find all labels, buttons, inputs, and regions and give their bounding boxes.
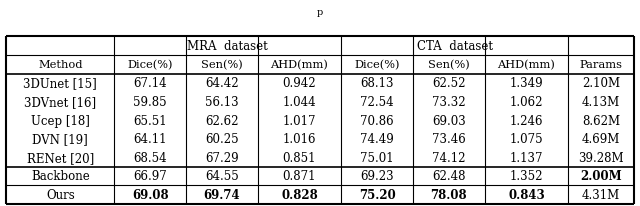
Text: 73.46: 73.46	[432, 133, 466, 145]
Text: RENet [20]: RENet [20]	[27, 151, 94, 164]
Text: CTA  dataset: CTA dataset	[417, 40, 493, 53]
Text: 4.13M: 4.13M	[582, 96, 620, 108]
Text: 69.74: 69.74	[204, 188, 240, 201]
Text: 39.28M: 39.28M	[578, 151, 624, 164]
Text: 75.20: 75.20	[358, 188, 396, 201]
Text: 67.14: 67.14	[133, 77, 167, 90]
Text: 70.86: 70.86	[360, 114, 394, 127]
Text: 1.246: 1.246	[509, 114, 543, 127]
Text: 1.062: 1.062	[509, 96, 543, 108]
Text: 0.828: 0.828	[281, 188, 318, 201]
Text: 2.10M: 2.10M	[582, 77, 620, 90]
Text: 69.23: 69.23	[360, 170, 394, 183]
Text: 0.871: 0.871	[283, 170, 316, 183]
Text: 1.016: 1.016	[283, 133, 316, 145]
Text: 3DVnet [16]: 3DVnet [16]	[24, 96, 97, 108]
Text: 1.075: 1.075	[509, 133, 543, 145]
Text: 64.55: 64.55	[205, 170, 239, 183]
Text: 74.49: 74.49	[360, 133, 394, 145]
Text: 78.08: 78.08	[431, 188, 467, 201]
Text: 59.85: 59.85	[133, 96, 167, 108]
Text: 8.62M: 8.62M	[582, 114, 620, 127]
Text: 74.12: 74.12	[432, 151, 465, 164]
Text: Params: Params	[579, 60, 622, 70]
Text: 65.51: 65.51	[133, 114, 167, 127]
Text: 1.352: 1.352	[509, 170, 543, 183]
Text: DVN [19]: DVN [19]	[33, 133, 88, 145]
Text: Dice(%): Dice(%)	[127, 60, 173, 70]
Text: 69.08: 69.08	[132, 188, 168, 201]
Text: 1.137: 1.137	[509, 151, 543, 164]
Text: 69.03: 69.03	[432, 114, 466, 127]
Text: 66.97: 66.97	[133, 170, 167, 183]
Text: Dice(%): Dice(%)	[355, 60, 400, 70]
Text: 1.017: 1.017	[283, 114, 316, 127]
Text: Backbone: Backbone	[31, 170, 90, 183]
Text: 1.044: 1.044	[283, 96, 316, 108]
Text: 60.25: 60.25	[205, 133, 239, 145]
Text: 2.00M: 2.00M	[580, 170, 621, 183]
Text: MRA  dataset: MRA dataset	[188, 40, 268, 53]
Text: 56.13: 56.13	[205, 96, 239, 108]
Text: 4.31M: 4.31M	[582, 188, 620, 201]
Text: 62.48: 62.48	[432, 170, 465, 183]
Text: Sen(%): Sen(%)	[201, 60, 243, 70]
Text: 73.32: 73.32	[432, 96, 465, 108]
Text: 68.13: 68.13	[360, 77, 394, 90]
Text: AHD(mm): AHD(mm)	[497, 60, 556, 70]
Text: Sen(%): Sen(%)	[428, 60, 470, 70]
Text: 1.349: 1.349	[509, 77, 543, 90]
Text: 75.01: 75.01	[360, 151, 394, 164]
Text: 72.54: 72.54	[360, 96, 394, 108]
Text: AHD(mm): AHD(mm)	[271, 60, 328, 70]
Text: Ucep [18]: Ucep [18]	[31, 114, 90, 127]
Text: 3DUnet [15]: 3DUnet [15]	[24, 77, 97, 90]
Text: 67.29: 67.29	[205, 151, 239, 164]
Text: 0.851: 0.851	[283, 151, 316, 164]
Text: Ours: Ours	[46, 188, 75, 201]
Text: 64.42: 64.42	[205, 77, 239, 90]
Text: 0.843: 0.843	[508, 188, 545, 201]
Text: 62.52: 62.52	[432, 77, 465, 90]
Text: 62.62: 62.62	[205, 114, 239, 127]
Text: 0.942: 0.942	[283, 77, 316, 90]
Text: 68.54: 68.54	[133, 151, 167, 164]
Text: Method: Method	[38, 60, 83, 70]
Text: 4.69M: 4.69M	[582, 133, 620, 145]
Text: 64.11: 64.11	[133, 133, 167, 145]
Text: p: p	[317, 8, 323, 17]
